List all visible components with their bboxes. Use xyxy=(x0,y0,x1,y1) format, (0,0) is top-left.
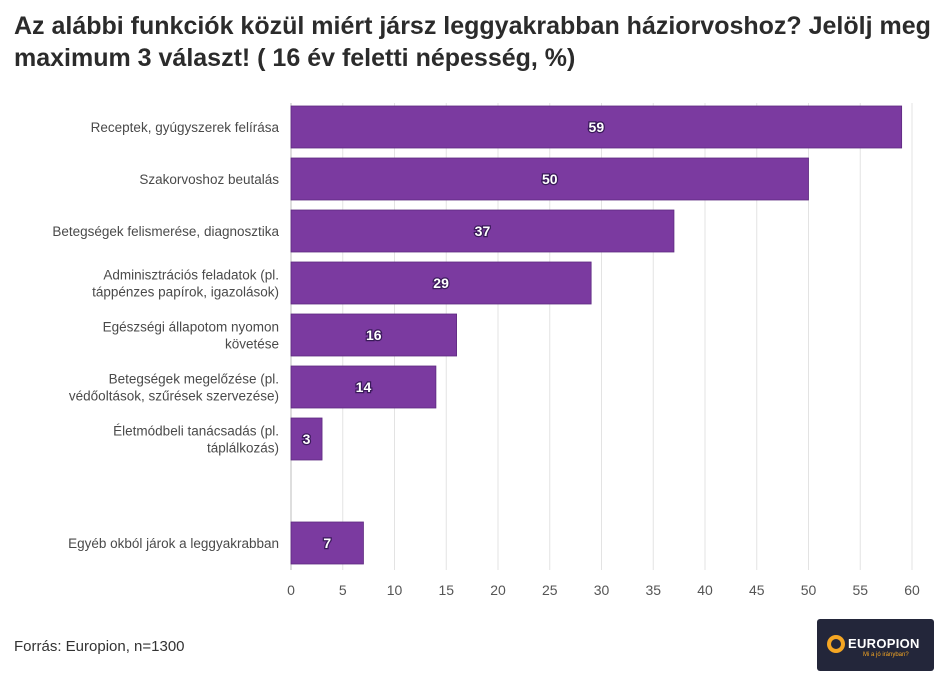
value-label: 7 xyxy=(323,535,331,551)
category-label: védőoltások, szűrések szervezése) xyxy=(69,389,279,404)
x-tick-label: 25 xyxy=(542,582,558,598)
category-label: Adminisztrációs feladatok (pl. xyxy=(103,268,279,283)
value-label: 16 xyxy=(366,327,382,343)
europion-logo: EUROPION Mi a jó irányban? xyxy=(817,619,934,671)
logo-tagline: Mi a jó irányban? xyxy=(863,652,909,658)
bar xyxy=(290,105,903,149)
source-note: Forrás: Europion, n=1300 xyxy=(14,638,185,655)
category-label: Életmódbeli tanácsadás (pl. xyxy=(113,424,279,439)
x-tick-label: 55 xyxy=(852,582,868,598)
category-label: Receptek, gyúgyszerek felírása xyxy=(91,120,280,135)
category-label: Betegségek megelőzése (pl. xyxy=(109,372,279,387)
x-axis-tick-labels: 0 5 10 15 20 25 30 35 40 45 50 55 60 xyxy=(287,582,920,598)
bar xyxy=(290,521,364,565)
category-label: Egyéb okból járok a leggyakrabban xyxy=(68,536,279,551)
x-tick-label: 30 xyxy=(594,582,610,598)
x-tick-label: 10 xyxy=(387,582,403,598)
chart-title: Az alábbi funkciók közül miért jársz leg… xyxy=(14,12,931,72)
category-label: Betegségek felismerése, diagnosztika xyxy=(52,224,279,239)
bar xyxy=(290,417,323,461)
value-label: 29 xyxy=(433,275,449,291)
value-label: 50 xyxy=(542,171,558,187)
category-label: táppénzes papírok, igazolások) xyxy=(92,285,279,300)
category-label: táplálkozás) xyxy=(207,441,279,456)
category-label: Egészségi állapotom nyomon xyxy=(103,320,279,335)
category-labels: Receptek, gyúgyszerek felírása Szakorvosh… xyxy=(52,120,279,551)
x-tick-label: 5 xyxy=(339,582,347,598)
x-tick-label: 45 xyxy=(749,582,765,598)
x-tick-label: 50 xyxy=(801,582,817,598)
bar xyxy=(290,209,675,253)
value-label: 14 xyxy=(356,379,372,395)
x-tick-label: 15 xyxy=(438,582,454,598)
x-tick-label: 60 xyxy=(904,582,920,598)
value-label: 59 xyxy=(589,119,605,135)
bar xyxy=(290,157,809,201)
category-label: Szakorvoshoz beutalás xyxy=(139,172,279,187)
x-tick-label: 40 xyxy=(697,582,713,598)
bar xyxy=(290,365,437,409)
bar-chart: Receptek, gyúgyszerek felírása Szakorvosh… xyxy=(52,103,920,598)
x-tick-label: 20 xyxy=(490,582,506,598)
x-tick-label: 0 xyxy=(287,582,295,598)
bar xyxy=(290,313,458,357)
logo-name: EUROPION xyxy=(848,636,920,651)
bars xyxy=(290,105,903,565)
value-label: 3 xyxy=(303,431,311,447)
value-label: 37 xyxy=(475,223,491,239)
bar xyxy=(290,261,592,305)
category-label: követése xyxy=(225,337,279,352)
logo-mark-icon xyxy=(827,635,845,653)
x-tick-label: 35 xyxy=(645,582,661,598)
